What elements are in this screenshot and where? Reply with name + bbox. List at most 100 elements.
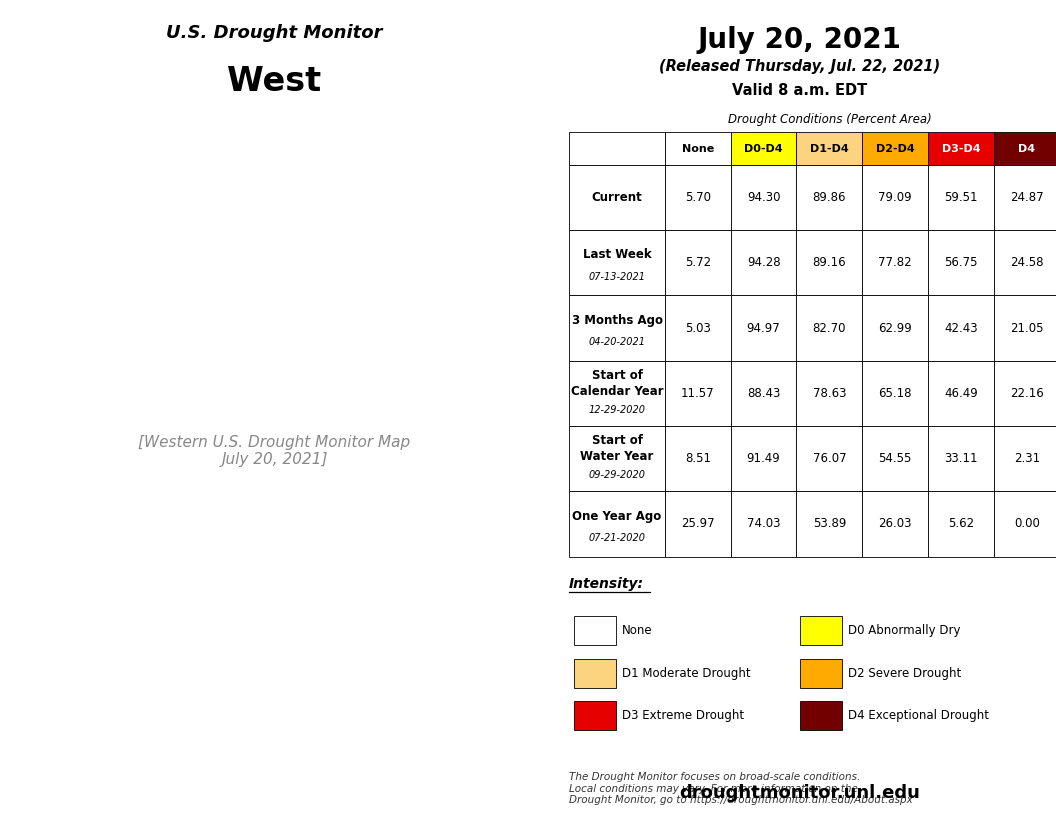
Bar (574, 701, 616, 730)
Text: 07-13-2021: 07-13-2021 (588, 272, 645, 282)
Bar (796, 295, 863, 361)
Text: 04-20-2021: 04-20-2021 (588, 337, 645, 348)
Text: Water Year: Water Year (581, 450, 654, 463)
Bar (863, 426, 928, 491)
Text: None: None (682, 144, 714, 153)
Text: Drought Conditions (Percent Area): Drought Conditions (Percent Area) (728, 113, 931, 126)
Text: 76.07: 76.07 (812, 452, 846, 465)
Text: 24.58: 24.58 (1010, 256, 1043, 269)
Bar (569, 165, 665, 230)
Text: [Western U.S. Drought Monitor Map
July 20, 2021]: [Western U.S. Drought Monitor Map July 2… (138, 435, 411, 467)
Text: 79.09: 79.09 (879, 191, 912, 204)
Text: 11.57: 11.57 (681, 387, 715, 400)
Bar (796, 230, 863, 295)
Text: 82.70: 82.70 (813, 322, 846, 335)
Text: 94.30: 94.30 (747, 191, 780, 204)
Bar (994, 230, 1056, 295)
Bar (665, 132, 731, 165)
Bar (796, 426, 863, 491)
Bar (569, 295, 665, 361)
Text: D4 Exceptional Drought: D4 Exceptional Drought (848, 709, 988, 722)
Bar (796, 132, 863, 165)
Bar (569, 132, 665, 165)
Text: 53.89: 53.89 (813, 517, 846, 530)
Bar (800, 659, 842, 688)
Bar (994, 361, 1056, 426)
Bar (928, 426, 994, 491)
Text: 24.87: 24.87 (1010, 191, 1043, 204)
Text: West: West (227, 65, 322, 98)
Text: D3-D4: D3-D4 (942, 144, 980, 153)
Text: 0.00: 0.00 (1014, 517, 1040, 530)
Bar (731, 491, 796, 557)
Bar (994, 426, 1056, 491)
Bar (928, 295, 994, 361)
Text: 5.03: 5.03 (685, 322, 711, 335)
Text: 94.28: 94.28 (747, 256, 780, 269)
Text: D3 Extreme Drought: D3 Extreme Drought (622, 709, 743, 722)
Text: Current: Current (591, 191, 642, 204)
Text: 59.51: 59.51 (944, 191, 978, 204)
Text: D2 Severe Drought: D2 Severe Drought (848, 667, 961, 680)
Text: 42.43: 42.43 (944, 322, 978, 335)
Bar (863, 361, 928, 426)
Text: July 20, 2021: July 20, 2021 (698, 26, 902, 54)
Bar (665, 165, 731, 230)
Bar (863, 132, 928, 165)
Text: 54.55: 54.55 (879, 452, 912, 465)
Bar (731, 165, 796, 230)
Bar (796, 491, 863, 557)
Bar (665, 491, 731, 557)
Bar (994, 491, 1056, 557)
Text: 78.63: 78.63 (813, 387, 846, 400)
Text: Start of: Start of (591, 369, 642, 382)
Bar (569, 426, 665, 491)
Bar (863, 491, 928, 557)
Text: 65.18: 65.18 (879, 387, 912, 400)
Text: 91.49: 91.49 (747, 452, 780, 465)
Bar (928, 165, 994, 230)
Text: 8.51: 8.51 (684, 452, 711, 465)
Text: 77.82: 77.82 (879, 256, 912, 269)
Bar (731, 361, 796, 426)
Bar (731, 295, 796, 361)
Text: Intensity:: Intensity: (569, 577, 644, 591)
Text: 26.03: 26.03 (879, 517, 912, 530)
Bar (665, 230, 731, 295)
Text: 5.62: 5.62 (948, 517, 974, 530)
Text: 56.75: 56.75 (944, 256, 978, 269)
Bar (569, 491, 665, 557)
Text: D2-D4: D2-D4 (875, 144, 914, 153)
Bar (863, 230, 928, 295)
Text: D0 Abnormally Dry: D0 Abnormally Dry (848, 624, 960, 637)
Text: Valid 8 a.m. EDT: Valid 8 a.m. EDT (732, 83, 868, 98)
Text: D4: D4 (1018, 144, 1035, 153)
Text: D1-D4: D1-D4 (810, 144, 849, 153)
Text: Last Week: Last Week (583, 248, 652, 261)
Text: One Year Ago: One Year Ago (572, 509, 662, 522)
Text: 5.72: 5.72 (684, 256, 711, 269)
Bar (665, 361, 731, 426)
Text: 07-21-2020: 07-21-2020 (588, 533, 645, 543)
Text: 25.97: 25.97 (681, 517, 715, 530)
Bar (574, 659, 616, 688)
Bar (928, 491, 994, 557)
Text: 09-29-2020: 09-29-2020 (588, 470, 645, 480)
Text: 74.03: 74.03 (747, 517, 780, 530)
Bar (863, 295, 928, 361)
Bar (665, 426, 731, 491)
Bar (796, 165, 863, 230)
Bar (800, 701, 842, 730)
Text: 46.49: 46.49 (944, 387, 978, 400)
Text: 5.70: 5.70 (684, 191, 711, 204)
Bar (928, 132, 994, 165)
Bar (796, 361, 863, 426)
Text: 22.16: 22.16 (1010, 387, 1043, 400)
Text: D0-D4: D0-D4 (744, 144, 782, 153)
Bar (928, 230, 994, 295)
Text: 33.11: 33.11 (944, 452, 978, 465)
Text: (Released Thursday, Jul. 22, 2021): (Released Thursday, Jul. 22, 2021) (659, 59, 941, 73)
Text: 88.43: 88.43 (747, 387, 780, 400)
Bar (863, 165, 928, 230)
Text: 12-29-2020: 12-29-2020 (588, 405, 645, 415)
